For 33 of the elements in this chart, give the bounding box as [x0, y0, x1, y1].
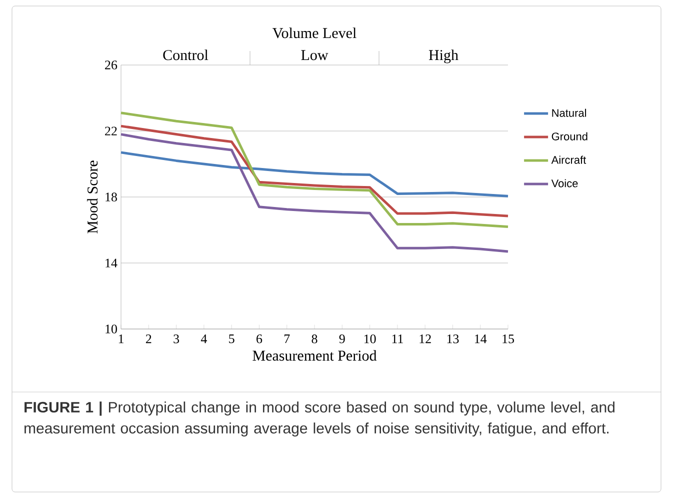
text: Control	[163, 50, 208, 60]
x-tick-label: 14	[475, 334, 487, 344]
legend-label: Ground	[552, 132, 588, 140]
x-tick-label: 7	[284, 334, 290, 344]
text: Volume Level	[272, 28, 356, 38]
x-tick-label: 15	[502, 334, 514, 344]
y-tick-label: 10	[106, 324, 117, 334]
x-tick-label: 5	[229, 334, 234, 344]
x-tick-label: 11	[392, 334, 403, 344]
y-tick-label: 22	[105, 126, 117, 136]
text: Low	[301, 50, 328, 60]
line-series	[120, 133, 510, 253]
x-tick-label: 9	[339, 334, 345, 344]
x-tick-label: 13	[447, 334, 459, 344]
legend-label: Voice	[551, 179, 578, 188]
y-tick-label: 18	[106, 192, 117, 202]
x-tick-label: 8	[312, 334, 318, 344]
y-tick-label: 14	[106, 258, 118, 268]
legend-label: Natural	[552, 108, 586, 117]
x-tick-label: 1	[118, 334, 124, 344]
y-axis-title: Mood Score	[87, 160, 98, 234]
text: High	[428, 50, 458, 64]
x-tick-label: 2	[146, 334, 152, 344]
x-tick-label: 3	[174, 334, 180, 344]
x-tick-label: 12	[420, 334, 431, 344]
text: FIGURE 1 | Prototypical change in mood score based on sound type, volume level, and measurement occasion assuming average levels of noise sensitivity, fatigue, and effort.	[24, 402, 614, 436]
x-tick-label: 4	[200, 334, 207, 344]
x-tick-label: 6	[256, 334, 262, 344]
x-tick-label: 10	[364, 334, 376, 344]
line-series	[120, 112, 510, 228]
y-tick-label: 26	[105, 60, 118, 70]
legend-label: Aircraft	[551, 156, 586, 164]
x-axis-title: Measurement Period	[252, 350, 377, 361]
